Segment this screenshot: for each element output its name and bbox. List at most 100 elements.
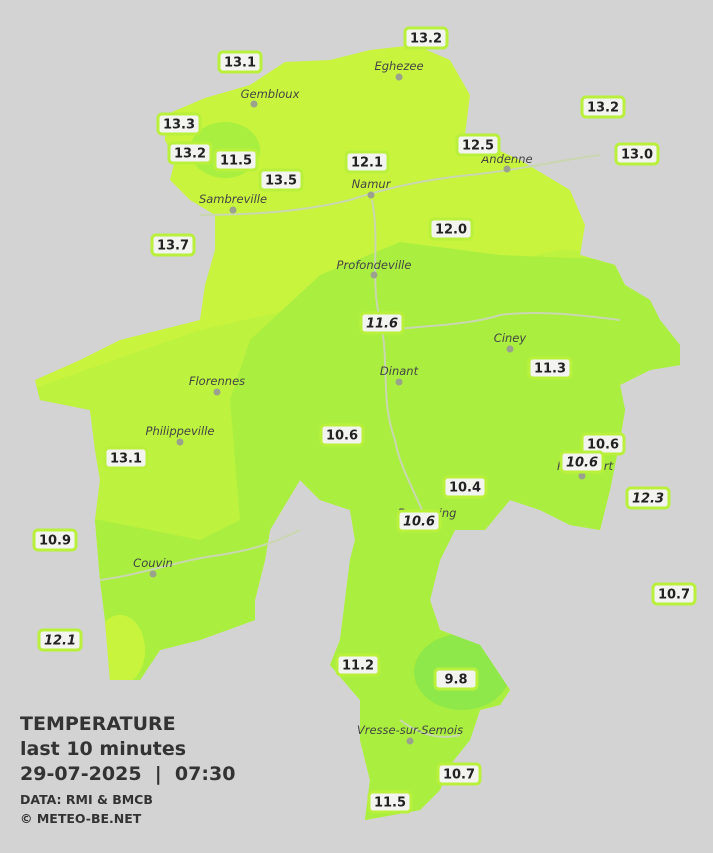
station-box: [442, 475, 488, 499]
station: 13.1: [103, 446, 149, 470]
station: 12.3: [625, 486, 671, 510]
station-value: 10.6: [403, 515, 435, 530]
station-value: 13.5: [265, 174, 297, 189]
river-bocq: [389, 311, 621, 331]
stations: 13.2 13.1 13.3 13.2 13.2 11.5 12.5 12.1 13.0 13.5…: [32, 26, 697, 814]
city-dot: [176, 438, 184, 446]
station-value: 11.6: [366, 317, 398, 332]
city-dot: [395, 73, 403, 81]
station: 10.6: [580, 432, 626, 456]
station: 10.9: [32, 528, 78, 552]
station-value: 12.3: [632, 492, 664, 507]
station: 10.6: [319, 423, 365, 447]
legend: TEMPERATURE last 10 minutes 29-07-2025 |…: [20, 713, 235, 826]
river-sambre-meuse: [199, 154, 601, 216]
station-box: [580, 95, 626, 119]
city-label: Ciney: [494, 331, 527, 345]
city-label: Namur: [352, 177, 392, 191]
city-label: Couvin: [133, 556, 173, 570]
station: 12.5: [455, 133, 501, 157]
city-label: Eghezee: [374, 59, 423, 73]
city-dot: [229, 206, 237, 214]
station-box: [217, 50, 263, 74]
station: 12.0: [428, 217, 474, 241]
station: 13.3: [156, 112, 202, 136]
station: 9.8: [433, 667, 479, 691]
city-dot: [370, 271, 378, 279]
legend-source: DATA: RMI & BMCB: [20, 792, 153, 807]
station-box: [37, 628, 83, 652]
city-dot: [578, 472, 586, 480]
station-box: [625, 486, 671, 510]
station-value: 10.6: [326, 429, 358, 444]
station-value: 11.5: [374, 796, 406, 811]
station-value: 10.9: [39, 534, 71, 549]
station-value: 13.2: [174, 147, 206, 162]
cities: EghezeeGemblouxAndenneNamurSambrevillePr…: [133, 59, 614, 745]
station-value: 13.1: [224, 56, 256, 71]
city-label: Vresse-sur-Semois: [357, 723, 463, 737]
city-label: Philippeville: [146, 424, 215, 438]
station: 12.1: [344, 150, 390, 174]
city-dot: [213, 388, 221, 396]
station: 13.1: [217, 50, 263, 74]
station-box: [150, 233, 196, 257]
station: 11.5: [367, 790, 413, 814]
station-box: [359, 311, 405, 335]
station-value: 10.4: [449, 481, 481, 496]
city-label: Sambreville: [199, 192, 267, 206]
zone-cool: [35, 242, 680, 820]
station-box: [156, 112, 202, 136]
station-value: 12.1: [44, 634, 76, 649]
station-value: 11.2: [342, 659, 374, 674]
station: 13.2: [167, 141, 213, 165]
station: 10.6: [396, 509, 442, 533]
station-value: 10.7: [443, 768, 475, 783]
station-value: 11.5: [220, 154, 252, 169]
station: 10.7: [436, 762, 482, 786]
station-box: [344, 150, 390, 174]
station-box: [319, 423, 365, 447]
legend-credit: © METEO-BE.NET: [20, 811, 142, 826]
station: 10.4: [442, 475, 488, 499]
zone-warm-spot: [95, 615, 145, 685]
city-dot: [506, 345, 514, 353]
station: 13.0: [614, 142, 660, 166]
city-dot: [395, 378, 403, 386]
station: 12.1: [37, 628, 83, 652]
city-label: Dinant: [380, 364, 419, 378]
station-box: [559, 450, 605, 474]
station-value: 13.3: [163, 118, 195, 133]
station: 11.6: [359, 311, 405, 335]
station-box: [651, 582, 697, 606]
station-value: 12.1: [351, 156, 383, 171]
station-value: 10.6: [587, 438, 619, 453]
station-box: [614, 142, 660, 166]
station-box: [455, 133, 501, 157]
station-box: [428, 217, 474, 241]
station-box: [103, 446, 149, 470]
station-value: 12.0: [435, 223, 467, 238]
legend-title: TEMPERATURE: [20, 713, 176, 735]
station-box: [433, 667, 479, 691]
station-value: 11.3: [534, 362, 566, 377]
station-box: [213, 148, 259, 172]
station-box: [367, 790, 413, 814]
station: 11.5: [213, 148, 259, 172]
station-value: 13.1: [110, 452, 142, 467]
city-dot: [367, 191, 375, 199]
station: 11.2: [335, 653, 381, 677]
station-box: [436, 762, 482, 786]
station: 10.7: [651, 582, 697, 606]
rivers: [99, 154, 621, 738]
city-dot: [503, 165, 511, 173]
station: 11.3: [527, 356, 573, 380]
city-label: Florennes: [189, 374, 245, 388]
station-box: [403, 26, 449, 50]
legend-subtitle: last 10 minutes: [20, 738, 186, 760]
city-label: Profondeville: [337, 258, 412, 272]
station-value: 10.6: [566, 456, 598, 471]
city-dot: [149, 570, 157, 578]
